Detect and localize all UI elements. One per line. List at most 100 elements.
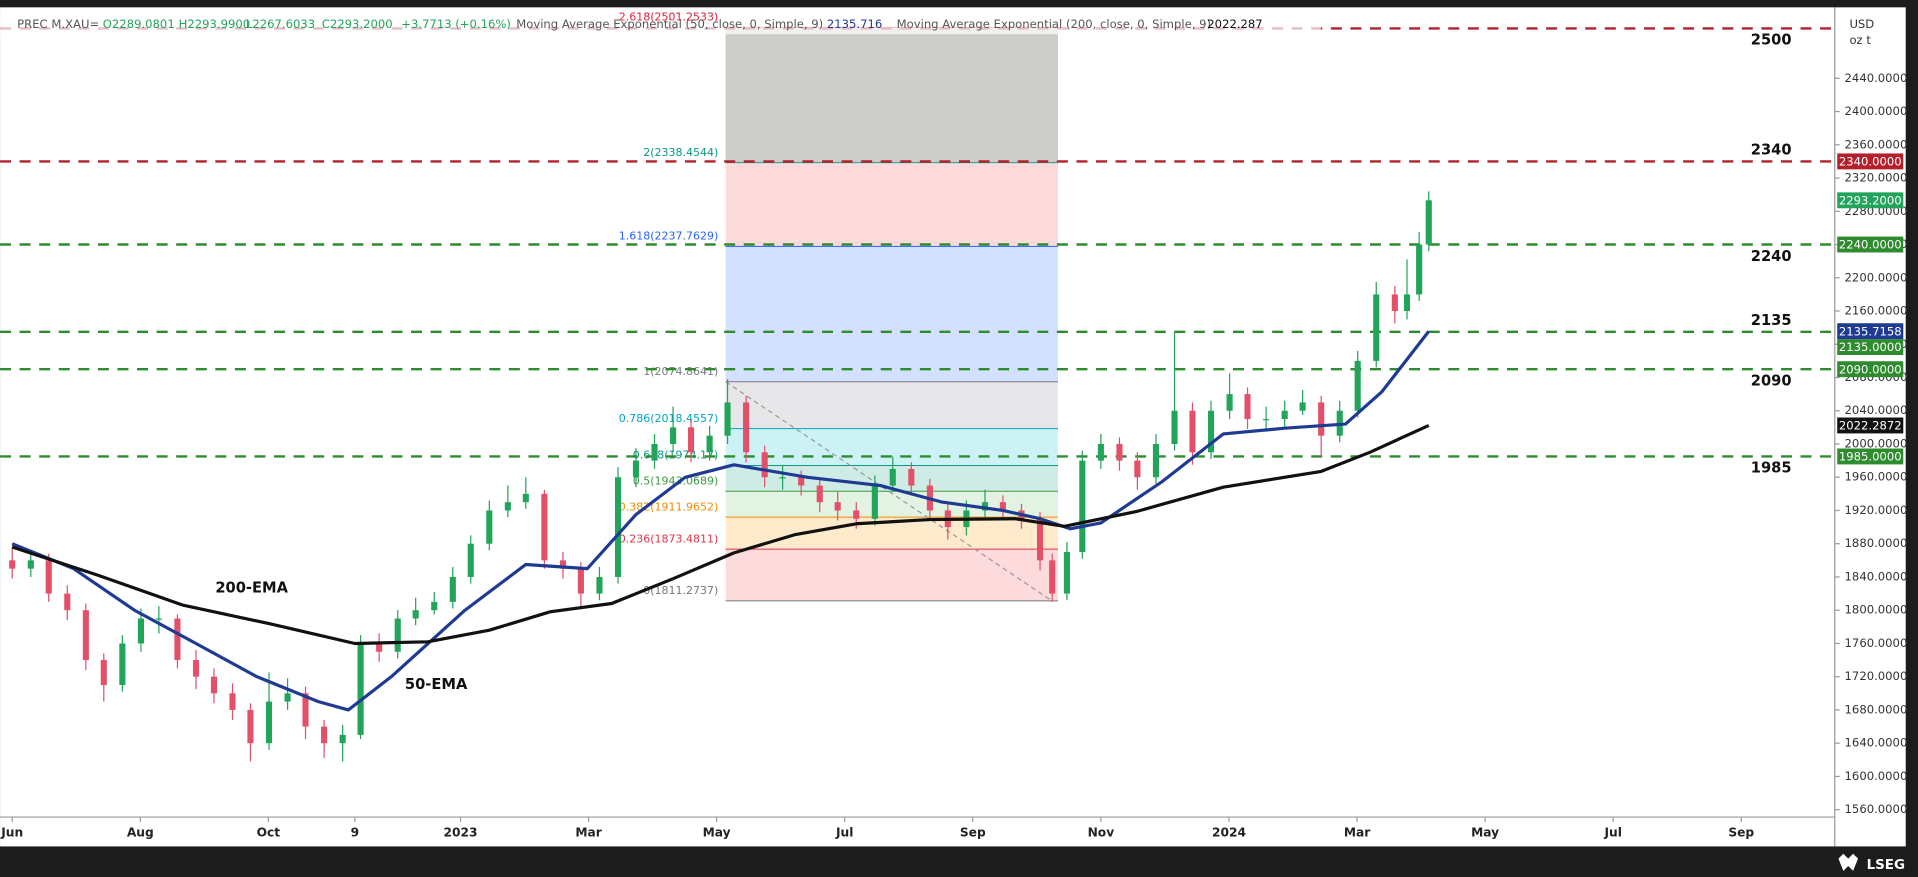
y-tick-label: 1760.0000 — [1845, 636, 1908, 650]
canvas — [0, 7, 1906, 847]
candle-body — [449, 576, 456, 602]
brand-logo — [1838, 853, 1859, 871]
candle-body — [724, 402, 731, 436]
candle-body — [64, 593, 71, 611]
unit: oz t — [1849, 33, 1871, 47]
candle-body — [100, 660, 107, 686]
candle-body — [1152, 443, 1160, 478]
candle-body — [614, 477, 622, 577]
x-tick-label: Oct — [257, 825, 281, 839]
candle-body — [9, 560, 16, 569]
candle-body — [1171, 410, 1178, 444]
x-tick-label: Sep — [960, 825, 986, 839]
price-badge — [1837, 323, 1904, 340]
candle-body — [82, 610, 89, 661]
candle-body — [265, 701, 273, 744]
candle-body — [394, 618, 401, 652]
candle-body — [137, 618, 144, 644]
price-badge-label: 2022.2872 — [1839, 419, 1902, 433]
fib-label: 0.786(2018.4557) — [619, 412, 719, 425]
candle-body — [761, 452, 768, 478]
candle-body — [1318, 402, 1325, 436]
x-tick-label: Aug — [127, 825, 154, 839]
candle-body — [908, 468, 915, 486]
y-tick-label: 1720.0000 — [1845, 669, 1908, 683]
price-badge — [1837, 236, 1904, 253]
fib-zone — [725, 491, 1058, 518]
candle-body — [596, 576, 603, 594]
candle-body — [1403, 294, 1411, 312]
price-badge-label: 2240.0000 — [1839, 238, 1902, 252]
price-badge — [1837, 361, 1904, 378]
x-tick-label: May — [1471, 825, 1499, 839]
x-tick-label: 2023 — [443, 825, 477, 839]
level-label: 2135 — [1751, 312, 1792, 329]
candle-body — [284, 693, 291, 702]
candle-body — [431, 601, 438, 611]
unit: USD — [1849, 17, 1874, 31]
y-tick-label: 1600.0000 — [1845, 769, 1908, 783]
x-tick-label: May — [703, 825, 731, 839]
x-tick-label: Mar — [575, 825, 601, 839]
candle-body — [889, 468, 896, 486]
ohlc: L2267.6033 — [246, 17, 315, 31]
price-badge — [1837, 417, 1904, 434]
y-tick-label: 2200.0000 — [1845, 270, 1908, 284]
price-badge-label: 2090.0000 — [1839, 362, 1902, 376]
candle-body — [1226, 394, 1233, 411]
y-tick-label: 1960.0000 — [1845, 470, 1908, 484]
fib-zone — [725, 162, 1058, 247]
y-tick-label: 2440.0000 — [1845, 71, 1908, 85]
fib-label: 1(2074.8641) — [643, 365, 718, 378]
y-tick-label: 1680.0000 — [1845, 702, 1908, 716]
fib-zone — [725, 549, 1058, 601]
legend-name: Moving Average Exponential (200, close, … — [897, 17, 1211, 31]
y-tick-label: 2040.0000 — [1845, 403, 1908, 417]
candle-body — [853, 510, 860, 519]
candle-body — [1079, 460, 1086, 553]
candle-body — [376, 643, 383, 652]
candle-body — [45, 560, 52, 594]
candle-body — [1244, 394, 1251, 420]
candle-body — [522, 493, 529, 503]
level-label: 2240 — [1751, 248, 1792, 265]
y-tick-label: 1880.0000 — [1845, 536, 1908, 550]
fib-label: 2(2338.4544) — [643, 146, 718, 159]
candle-body — [743, 402, 750, 453]
annotation: 200-EMA — [215, 579, 288, 596]
candle-body — [632, 460, 640, 478]
candle-body — [155, 618, 162, 620]
header-bg — [0, 14, 1322, 35]
symbol: PREC M.XAU= — [17, 17, 99, 31]
x-tick-label: 9 — [351, 825, 360, 839]
price-badge-label: 2340.0000 — [1839, 155, 1902, 169]
candle-body — [1189, 410, 1196, 453]
y-tick-label: 1640.0000 — [1845, 736, 1908, 750]
ohlc: O2289.0801 — [103, 17, 175, 31]
candle-body — [577, 568, 584, 594]
x-tick-label: Sep — [1728, 825, 1754, 839]
legend-value: 2135.716 — [827, 17, 882, 31]
legend-name: Moving Average Exponential (50, close, 0… — [516, 17, 823, 31]
candle-body — [1097, 443, 1104, 461]
candle-body — [174, 618, 181, 661]
candle-body — [541, 493, 548, 561]
ohlc: C2293.2000 — [322, 17, 393, 31]
y-tick-label: 2000.0000 — [1845, 436, 1908, 450]
price-badge — [1837, 153, 1904, 170]
candle-body — [321, 726, 328, 744]
x-tick-label: 2024 — [1212, 825, 1246, 839]
ema-line — [11, 330, 1431, 712]
level-label: 2090 — [1751, 372, 1792, 389]
price-badge-label: 2135.7158 — [1839, 324, 1902, 338]
price-badge-label: 1985.0000 — [1839, 450, 1902, 464]
level-label: 1985 — [1751, 460, 1792, 477]
fib-label: 0.5(1943.0689) — [633, 475, 719, 488]
ohlc: +3.7713 (+0.16%) — [401, 17, 511, 31]
candle-body — [1354, 360, 1361, 411]
candle-body — [559, 560, 567, 569]
candle-body — [871, 485, 878, 519]
fib-label: 0.618(1974.17) — [633, 449, 719, 462]
candle-body — [651, 443, 658, 461]
